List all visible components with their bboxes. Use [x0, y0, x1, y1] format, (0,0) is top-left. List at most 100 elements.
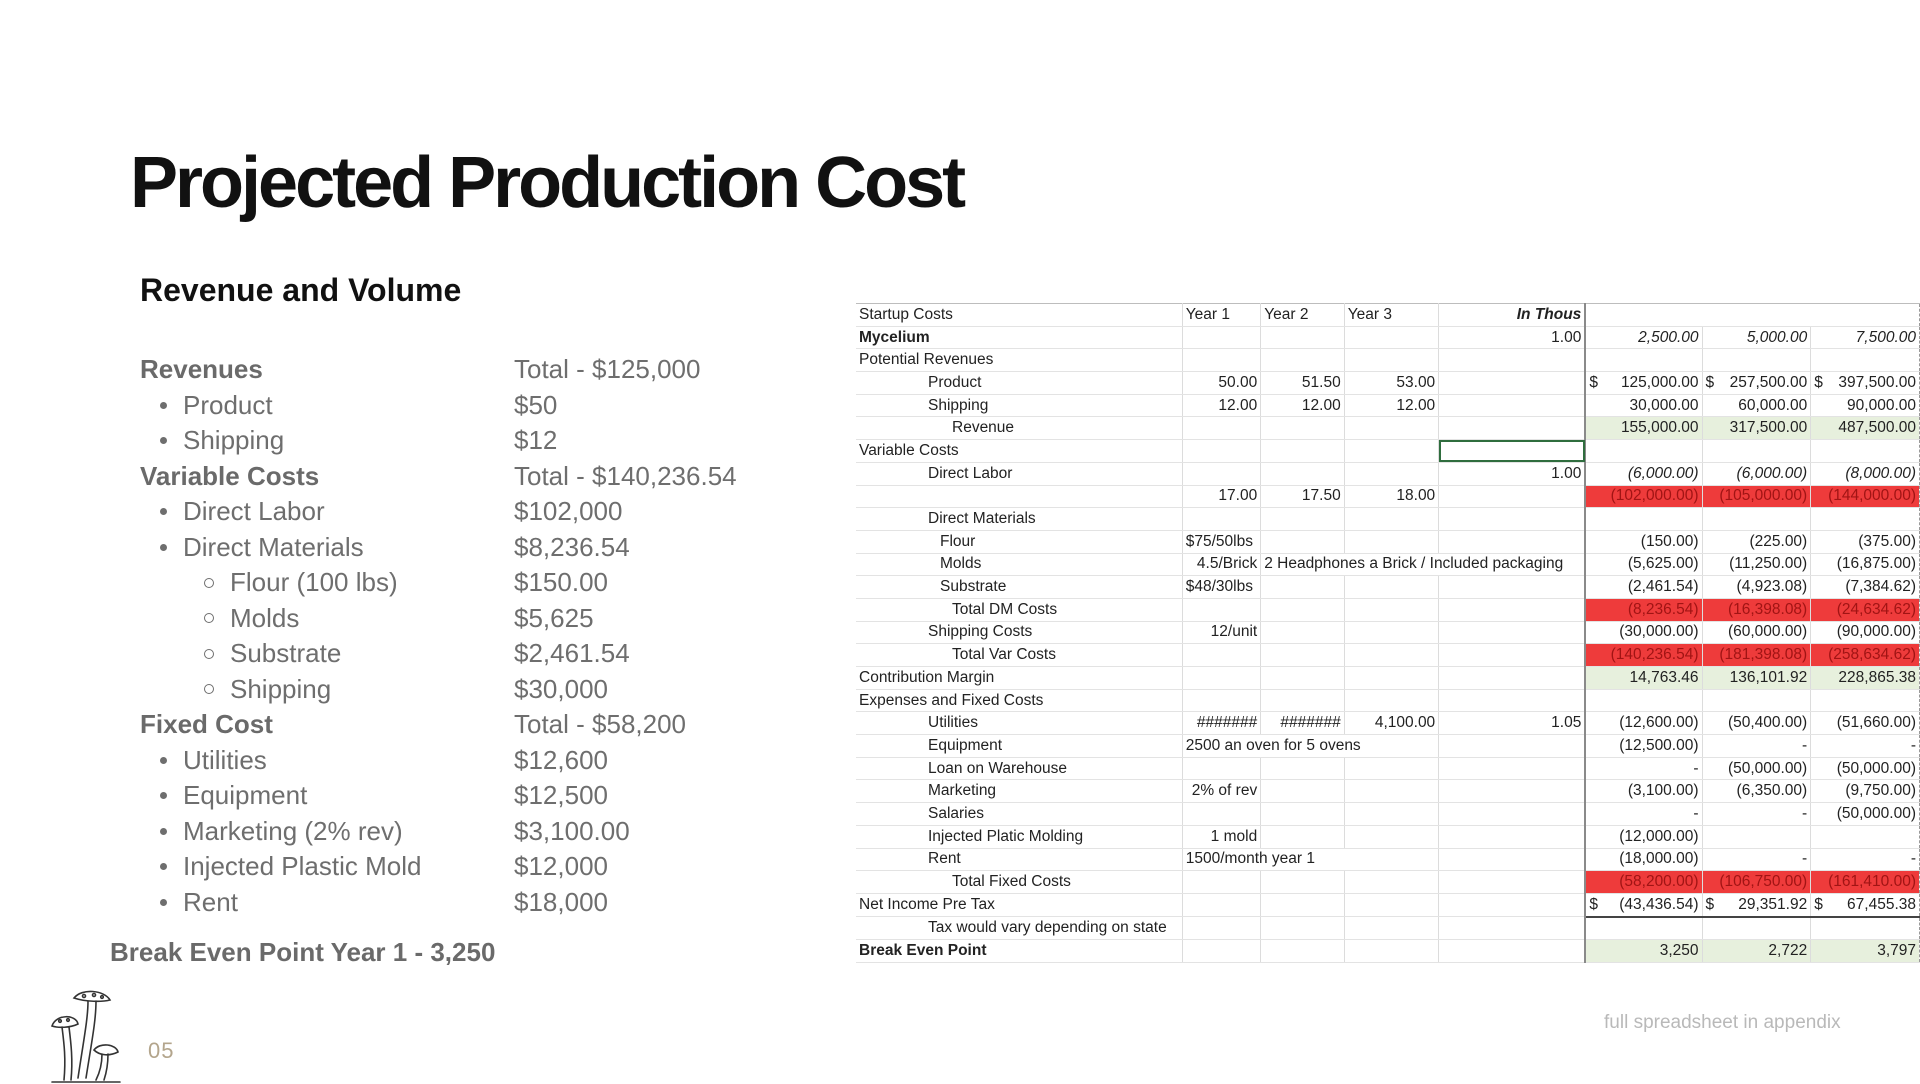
- table-cell[interactable]: [1260, 779, 1345, 804]
- table-cell[interactable]: (90,000.00): [1810, 621, 1920, 645]
- table-cell[interactable]: [1344, 802, 1440, 826]
- table-cell[interactable]: (258,634.62): [1810, 643, 1920, 667]
- table-cell[interactable]: [1438, 643, 1587, 667]
- table-cell[interactable]: [1182, 802, 1262, 826]
- table-cell[interactable]: 14,763.46: [1585, 666, 1703, 690]
- table-cell[interactable]: (8,236.54): [1585, 598, 1703, 622]
- table-cell[interactable]: Expenses and Fixed Costs: [856, 689, 1183, 713]
- table-cell[interactable]: 12/unit: [1182, 621, 1262, 645]
- table-cell[interactable]: (5,625.00): [1585, 553, 1703, 577]
- table-cell[interactable]: 5,000.00: [1702, 326, 1812, 350]
- table-cell[interactable]: Loan on Warehouse: [856, 757, 1183, 781]
- table-cell[interactable]: [1438, 485, 1587, 509]
- table-cell[interactable]: [1182, 916, 1262, 941]
- table-cell[interactable]: [1260, 598, 1345, 622]
- table-cell[interactable]: 317,500.00: [1702, 416, 1812, 441]
- table-cell[interactable]: (9,750.00): [1810, 779, 1920, 804]
- table-cell[interactable]: (375.00): [1810, 530, 1920, 554]
- table-cell[interactable]: [1438, 598, 1587, 622]
- table-cell[interactable]: 1.00: [1438, 462, 1587, 486]
- table-cell[interactable]: (51,660.00): [1810, 711, 1920, 736]
- table-cell[interactable]: 3,250: [1585, 939, 1703, 963]
- table-cell[interactable]: [1344, 326, 1440, 350]
- table-cell[interactable]: [1702, 689, 1812, 713]
- table-cell[interactable]: Potential Revenues: [856, 348, 1183, 373]
- table-cell[interactable]: (11,250.00): [1702, 553, 1812, 577]
- table-cell[interactable]: Break Even Point: [856, 939, 1183, 963]
- table-cell[interactable]: [1810, 916, 1920, 941]
- table-cell[interactable]: Injected Platic Molding: [856, 825, 1183, 849]
- table-cell[interactable]: [1585, 439, 1703, 463]
- table-cell[interactable]: [1260, 462, 1345, 486]
- table-cell[interactable]: (18,000.00): [1585, 848, 1703, 872]
- table-cell[interactable]: [1438, 666, 1587, 690]
- table-cell[interactable]: [1182, 870, 1262, 894]
- table-cell[interactable]: 2% of rev: [1182, 779, 1262, 804]
- table-cell[interactable]: [1438, 621, 1587, 645]
- table-cell[interactable]: [1344, 916, 1440, 941]
- table-cell[interactable]: Product: [856, 371, 1183, 395]
- table-cell[interactable]: Marketing: [856, 779, 1183, 804]
- table-cell[interactable]: (16,398.08): [1702, 598, 1812, 622]
- table-cell[interactable]: 2,722: [1702, 939, 1812, 963]
- table-cell[interactable]: 2,500.00: [1585, 326, 1703, 350]
- table-cell[interactable]: In Thous: [1438, 303, 1587, 327]
- table-cell[interactable]: [1260, 825, 1345, 849]
- table-cell[interactable]: -: [1810, 848, 1920, 872]
- table-cell[interactable]: [1182, 507, 1262, 531]
- table-cell[interactable]: 90,000.00: [1810, 394, 1920, 418]
- table-cell[interactable]: Shipping Costs: [856, 621, 1183, 645]
- table-cell[interactable]: [1344, 666, 1440, 690]
- table-cell[interactable]: [1260, 507, 1345, 531]
- table-cell[interactable]: 3,797: [1810, 939, 1920, 963]
- table-cell[interactable]: (6,000.00): [1585, 462, 1703, 486]
- table-cell[interactable]: $29,351.92: [1702, 892, 1812, 918]
- table-cell[interactable]: (6,350.00): [1702, 779, 1812, 804]
- table-cell[interactable]: [1182, 939, 1262, 963]
- table-cell[interactable]: 12.00: [1344, 394, 1440, 418]
- table-cell[interactable]: $75/50lbs: [1182, 530, 1262, 554]
- table-cell[interactable]: [1438, 439, 1587, 463]
- table-cell[interactable]: Direct Labor: [856, 462, 1183, 486]
- table-cell[interactable]: 1.05: [1438, 711, 1587, 736]
- table-cell[interactable]: [1182, 757, 1262, 781]
- table-cell[interactable]: [1438, 870, 1587, 894]
- table-cell[interactable]: (16,875.00): [1810, 553, 1920, 577]
- table-cell[interactable]: [1260, 939, 1345, 963]
- table-cell[interactable]: [1438, 530, 1587, 554]
- table-cell[interactable]: [1344, 507, 1440, 531]
- table-cell[interactable]: [1182, 666, 1262, 690]
- table-cell[interactable]: [1260, 348, 1345, 373]
- table-cell[interactable]: $67,455.38: [1810, 892, 1920, 918]
- table-cell[interactable]: [1438, 779, 1587, 804]
- table-cell[interactable]: [1810, 689, 1920, 713]
- table-cell[interactable]: [1344, 643, 1440, 667]
- table-cell[interactable]: [1260, 416, 1345, 441]
- table-cell[interactable]: -: [1585, 757, 1703, 781]
- table-cell[interactable]: 487,500.00: [1810, 416, 1920, 441]
- table-cell[interactable]: Revenue: [856, 416, 1183, 441]
- table-cell[interactable]: [1344, 621, 1440, 645]
- table-cell[interactable]: $257,500.00: [1702, 371, 1812, 395]
- table-cell[interactable]: Total Var Costs: [856, 643, 1183, 667]
- table-cell[interactable]: [1344, 575, 1440, 599]
- table-cell[interactable]: Salaries: [856, 802, 1183, 826]
- table-cell[interactable]: [1438, 416, 1587, 441]
- table-cell[interactable]: $125,000.00: [1585, 371, 1703, 395]
- table-cell[interactable]: 17.00: [1182, 485, 1262, 509]
- table-cell[interactable]: [1344, 530, 1440, 554]
- table-cell[interactable]: (6,000.00): [1702, 462, 1812, 486]
- table-cell[interactable]: Variable Costs: [856, 439, 1183, 463]
- table-cell[interactable]: Year 3: [1344, 303, 1440, 327]
- table-cell[interactable]: Total DM Costs: [856, 598, 1183, 622]
- table-cell[interactable]: [1182, 348, 1262, 373]
- table-cell[interactable]: (140,236.54): [1585, 643, 1703, 667]
- table-cell[interactable]: [1260, 916, 1345, 941]
- table-cell[interactable]: 12.00: [1260, 394, 1345, 418]
- table-cell[interactable]: #######: [1182, 711, 1262, 736]
- table-cell[interactable]: [1344, 825, 1440, 849]
- table-cell[interactable]: Molds: [856, 553, 1183, 577]
- table-cell[interactable]: -: [1585, 802, 1703, 826]
- table-cell[interactable]: 7,500.00: [1810, 326, 1920, 350]
- table-cell[interactable]: (2,461.54): [1585, 575, 1703, 599]
